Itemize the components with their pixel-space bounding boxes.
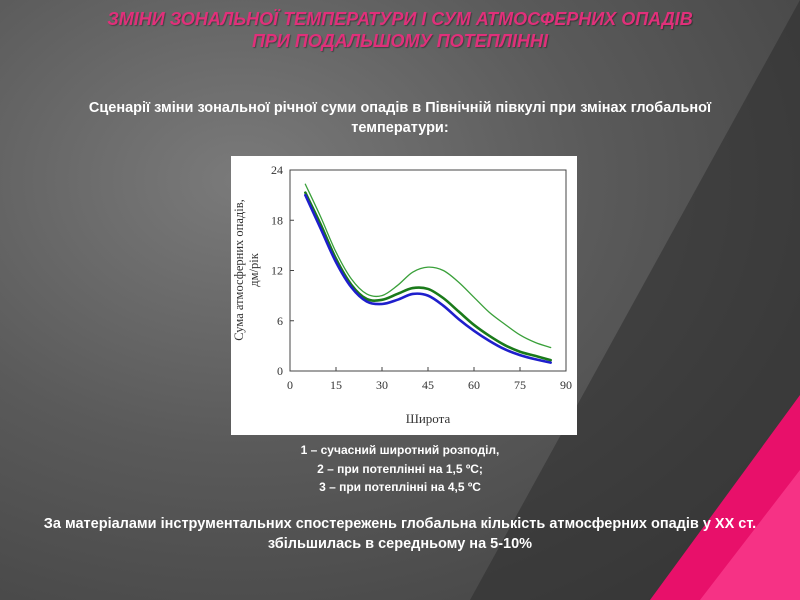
- precipitation-chart: 0 6 12 18 24 0 15 30 45 60 75 90 Широта Сума атмос…: [232, 163, 572, 426]
- pink-accent-shade: [700, 470, 800, 600]
- y-tick-label: 12: [271, 264, 283, 278]
- conclusion-note: За матеріалами інструментальних спостере…: [43, 516, 757, 552]
- series-line-warm-4-5: [304, 183, 552, 349]
- x-tick-label: 15: [330, 378, 342, 392]
- slide-title: ЗМІНИ ЗОНАЛЬНОЇ ТЕМПЕРАТУРИ І СУМ АТМОСФ…: [0, 8, 800, 52]
- x-tick-label: 45: [422, 378, 434, 392]
- chart-caption: Сценарії зміни зональної річної суми опа…: [88, 100, 712, 136]
- x-tick-label: 60: [468, 378, 480, 392]
- y-tick-label: 18: [271, 213, 283, 227]
- x-tick-label: 90: [560, 378, 572, 392]
- y-tick-label: 24: [271, 163, 283, 177]
- slide-title-line-2: ПРИ ПОДАЛЬШОМУ ПОТЕПЛІННІ: [251, 31, 548, 51]
- chart-legend: 1 – сучасний широтний розподіл, 2 – при …: [230, 441, 570, 497]
- y-axis-label: Сума атмосферних опадів,дм/рік: [232, 199, 261, 340]
- x-tick-label: 75: [514, 378, 526, 392]
- chart-panel: 0 6 12 18 24 0 15 30 45 60 75 90 Широта Сума атмос…: [231, 156, 577, 435]
- slide-title-line-1: ЗМІНИ ЗОНАЛЬНОЇ ТЕМПЕРАТУРИ І СУМ АТМОСФ…: [107, 9, 693, 29]
- plot-frame: [289, 169, 567, 372]
- series-line-current: [304, 193, 552, 364]
- y-tick-label: 0: [277, 364, 283, 378]
- x-tick-label: 0: [287, 378, 293, 392]
- series-lines: [304, 183, 552, 364]
- series-line-warm-1-5: [304, 191, 552, 362]
- x-tick-label: 30: [376, 378, 388, 392]
- x-axis-label: Широта: [406, 411, 451, 426]
- legend-item-warming-4-5: 3 – при потеплінні на 4,5 ºС: [319, 480, 481, 494]
- y-axis-label-line-2: дм/рік: [247, 252, 261, 286]
- legend-item-current: 1 – сучасний широтний розподіл,: [300, 443, 500, 457]
- x-axis-ticks: 0 15 30 45 60 75 90: [287, 367, 572, 392]
- y-tick-label: 6: [277, 314, 283, 328]
- legend-item-warming-1-5: 2 – при потеплінні на 1,5 ºС;: [317, 461, 483, 476]
- dark-diagonal-panel: [470, 0, 800, 600]
- y-axis-ticks: 0 6 12 18 24: [271, 163, 294, 378]
- y-axis-label-line-1: Сума атмосферних опадів,: [232, 199, 246, 340]
